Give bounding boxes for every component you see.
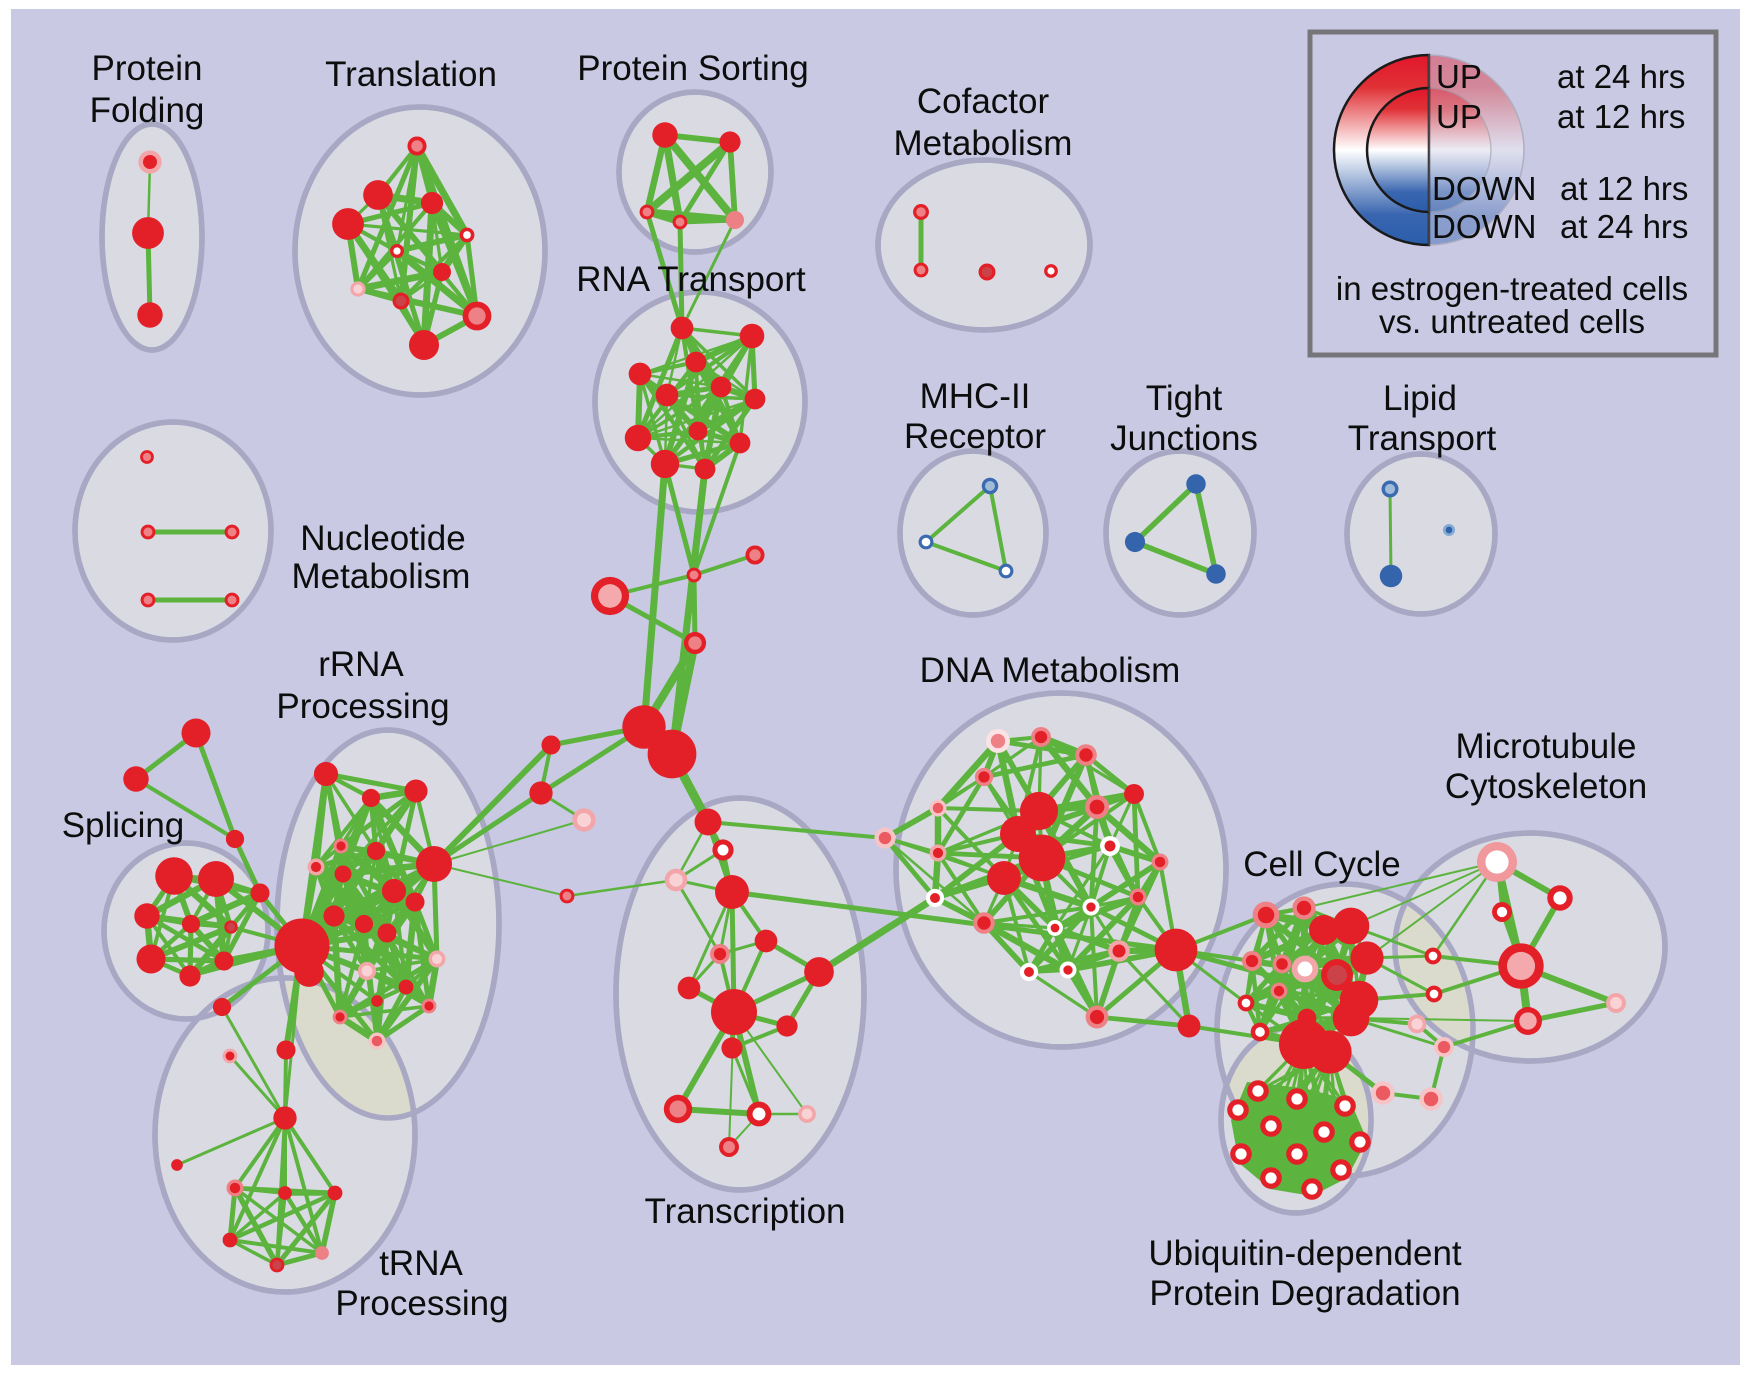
svg-text:Nucleotide: Nucleotide <box>300 519 465 558</box>
svg-text:DOWN: DOWN <box>1432 208 1536 245</box>
svg-text:UP: UP <box>1436 98 1482 135</box>
svg-text:DOWN: DOWN <box>1432 170 1536 207</box>
svg-text:tRNA: tRNA <box>379 1244 463 1283</box>
svg-text:at 24 hrs: at 24 hrs <box>1560 208 1688 245</box>
svg-text:Junctions: Junctions <box>1110 419 1258 458</box>
svg-text:MHC-II: MHC-II <box>920 377 1031 416</box>
svg-text:Metabolism: Metabolism <box>894 124 1073 163</box>
svg-text:rRNA: rRNA <box>318 645 404 684</box>
svg-text:at 12 hrs: at 12 hrs <box>1560 170 1688 207</box>
svg-text:Receptor: Receptor <box>904 417 1046 456</box>
svg-text:vs. untreated cells: vs. untreated cells <box>1379 303 1645 340</box>
svg-text:Folding: Folding <box>90 91 205 130</box>
svg-text:Cytoskeleton: Cytoskeleton <box>1445 767 1647 806</box>
svg-text:Metabolism: Metabolism <box>292 557 471 596</box>
svg-text:Cell Cycle: Cell Cycle <box>1243 845 1401 884</box>
svg-text:Protein Degradation: Protein Degradation <box>1149 1274 1460 1313</box>
svg-text:Splicing: Splicing <box>62 806 185 845</box>
svg-text:Protein: Protein <box>92 49 203 88</box>
svg-text:UP: UP <box>1436 58 1482 95</box>
svg-text:Ubiquitin-dependent: Ubiquitin-dependent <box>1148 1234 1462 1273</box>
svg-text:Transcription: Transcription <box>645 1192 846 1231</box>
svg-text:Processing: Processing <box>335 1284 508 1323</box>
svg-text:Protein Sorting: Protein Sorting <box>577 49 809 88</box>
svg-text:Processing: Processing <box>276 687 449 726</box>
svg-text:RNA Transport: RNA Transport <box>576 260 806 299</box>
svg-text:Cofactor: Cofactor <box>917 82 1050 121</box>
svg-text:Lipid: Lipid <box>1383 379 1457 418</box>
svg-text:Transport: Transport <box>1348 419 1497 458</box>
svg-text:Tight: Tight <box>1146 379 1223 418</box>
svg-text:at 12 hrs: at 12 hrs <box>1557 98 1685 135</box>
svg-text:DNA Metabolism: DNA Metabolism <box>920 651 1181 690</box>
svg-text:at 24 hrs: at 24 hrs <box>1557 58 1685 95</box>
svg-text:Microtubule: Microtubule <box>1456 727 1637 766</box>
svg-text:in estrogen-treated cells: in estrogen-treated cells <box>1336 270 1688 307</box>
svg-text:Translation: Translation <box>325 55 497 94</box>
